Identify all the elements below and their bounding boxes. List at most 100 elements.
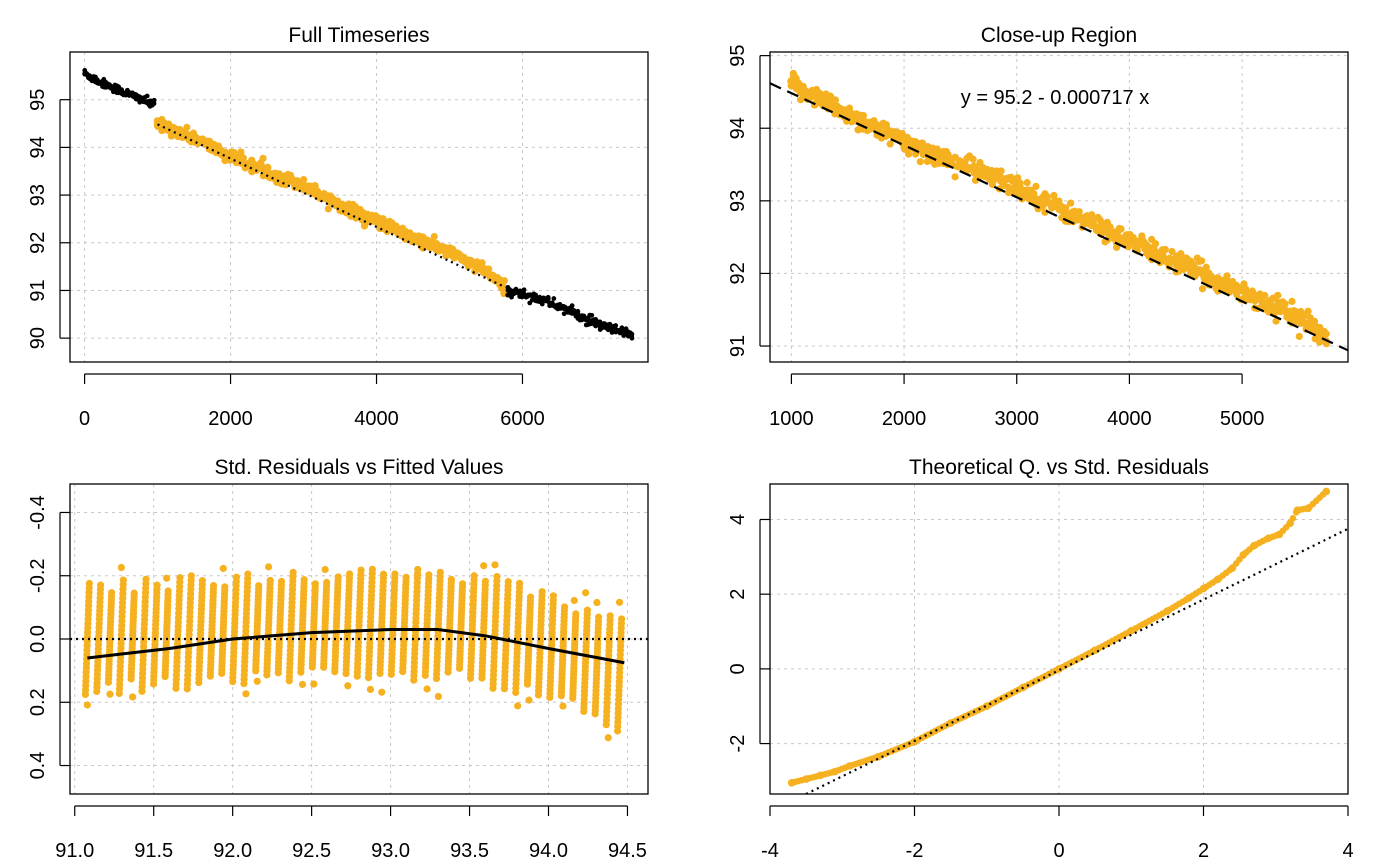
- data-point: [1198, 285, 1207, 293]
- data-point: [183, 123, 191, 131]
- data-point: [308, 663, 316, 671]
- data-point: [423, 685, 431, 693]
- y-tick-label: 90: [27, 327, 49, 349]
- panel-residuals-vs-fitted: Std. Residuals vs Fitted Values 91.0 91.5…: [27, 456, 649, 862]
- data-point: [376, 669, 384, 677]
- data-point: [310, 680, 318, 688]
- data-point: [1261, 291, 1269, 300]
- chart-title: Close-up Region: [981, 24, 1137, 47]
- y-tick-label: 91: [727, 335, 749, 357]
- data-point: [1250, 541, 1258, 550]
- data-point: [444, 668, 452, 676]
- data-point: [195, 678, 203, 687]
- chart-title: Std. Residuals vs Fitted Values: [214, 456, 503, 479]
- data-point: [559, 702, 567, 710]
- data-point: [1288, 297, 1296, 306]
- data-point: [613, 727, 622, 735]
- data-point: [539, 301, 545, 307]
- data-point: [845, 104, 854, 112]
- data-point: [816, 771, 825, 780]
- data-point: [106, 690, 114, 698]
- data-points: [787, 69, 1331, 348]
- panel-full-timeseries: Full Timeseries 0 2000 4000 6000 90 91 92 93 94…: [27, 24, 649, 430]
- x-tick-label: -2: [906, 840, 924, 862]
- x-tick-label: 93.0: [371, 840, 410, 862]
- y-axis: 91 92 93 94 95: [727, 45, 770, 357]
- data-point: [491, 561, 499, 569]
- data-point: [342, 669, 350, 678]
- data-point: [285, 677, 293, 685]
- x-tick-label: 0: [79, 408, 90, 430]
- data-point: [1293, 506, 1302, 514]
- data-point: [115, 84, 121, 90]
- data-point: [378, 688, 386, 696]
- data-point: [1281, 300, 1289, 308]
- data-point: [1286, 519, 1294, 528]
- data-point: [1113, 243, 1121, 251]
- data-point: [845, 762, 854, 770]
- data-points: [81, 561, 626, 742]
- data-point: [360, 222, 369, 230]
- data-point: [1151, 240, 1160, 248]
- data-point: [1199, 584, 1208, 593]
- data-point: [1274, 291, 1282, 299]
- data-point: [1322, 330, 1330, 338]
- data-point: [580, 707, 588, 716]
- data-point: [1322, 487, 1331, 496]
- data-point: [366, 685, 375, 693]
- regression-equation: y = 95.2 - 0.000717 x: [961, 87, 1149, 109]
- data-point: [615, 598, 624, 606]
- data-point: [589, 312, 595, 318]
- data-point: [898, 129, 906, 138]
- x-tick-label: 2000: [882, 408, 927, 430]
- x-tick-label: 3000: [994, 408, 1039, 430]
- data-point: [298, 680, 307, 689]
- data-point: [432, 674, 441, 683]
- data-point: [264, 563, 273, 571]
- y-tick-label: 0: [727, 663, 749, 674]
- data-point: [183, 685, 191, 693]
- fit-line: [87, 628, 625, 665]
- fit-lines: [70, 628, 648, 665]
- data-point: [546, 693, 554, 702]
- data-point: [534, 691, 543, 699]
- data-point: [1228, 564, 1237, 572]
- data-point: [1223, 272, 1231, 280]
- data-point: [514, 702, 522, 710]
- data-point: [1055, 665, 1063, 673]
- data-point: [81, 690, 89, 699]
- data-point: [561, 311, 567, 317]
- y-tick-label: 94: [27, 136, 49, 158]
- data-point: [1055, 197, 1063, 205]
- data-point: [602, 721, 610, 729]
- data-point: [569, 694, 577, 702]
- y-tick-label: 0.0: [27, 625, 49, 653]
- data-point: [434, 692, 442, 701]
- x-tick-label: 91.5: [134, 840, 173, 862]
- data-point: [344, 682, 352, 690]
- data-point: [455, 664, 464, 672]
- data-point: [1127, 626, 1136, 635]
- data-point: [1272, 317, 1280, 325]
- x-axis: 0 2000 4000 6000: [79, 373, 545, 430]
- y-axis: -0.4 -0.2 0.0 0.2 0.4: [27, 495, 70, 779]
- data-point: [1168, 247, 1176, 256]
- plot-frame: [69, 51, 649, 363]
- data-point: [581, 589, 590, 597]
- x-axis: 1000 2000 3000 4000 5000: [769, 373, 1264, 430]
- y-axis: -2 0 2 4: [727, 514, 770, 752]
- data-point: [364, 674, 373, 682]
- data-point: [274, 669, 282, 677]
- data-point: [557, 692, 565, 700]
- data-point: [331, 668, 339, 676]
- plot-frame: [769, 483, 1349, 795]
- data-point: [1163, 607, 1172, 615]
- x-tick-label: 91.0: [55, 840, 94, 862]
- fit-lines: [805, 527, 1348, 794]
- data-point: [161, 673, 169, 681]
- data-point: [1091, 646, 1099, 655]
- data-point: [951, 173, 959, 181]
- data-point: [172, 684, 180, 692]
- data-point: [324, 205, 332, 213]
- data-point: [1161, 245, 1169, 254]
